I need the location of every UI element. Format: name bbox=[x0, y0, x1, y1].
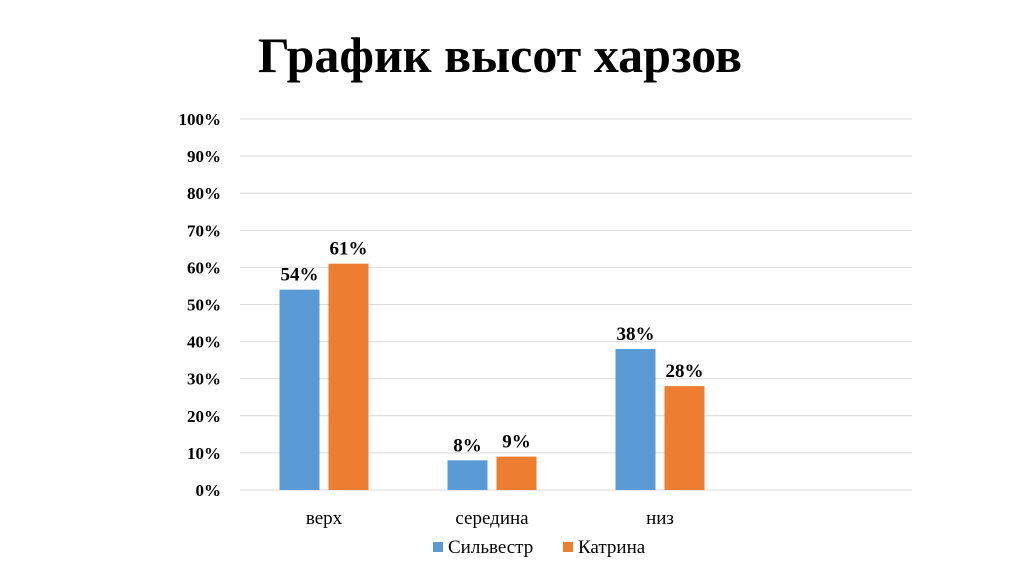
data-label: 54% bbox=[281, 265, 319, 286]
legend-swatch bbox=[433, 542, 443, 552]
y-tick-label: 20% bbox=[187, 407, 221, 426]
bars bbox=[279, 263, 705, 490]
y-tick-label: 40% bbox=[187, 333, 221, 352]
legend: Сильвестр Катрина bbox=[433, 537, 646, 558]
legend-label: Катрина bbox=[578, 537, 646, 558]
y-tick-label: 30% bbox=[187, 370, 221, 389]
bar bbox=[496, 456, 537, 490]
bar bbox=[615, 349, 656, 490]
data-label: 28% bbox=[666, 361, 704, 382]
y-tick-label: 90% bbox=[187, 147, 221, 166]
y-tick-label: 80% bbox=[187, 184, 221, 203]
bar bbox=[447, 460, 488, 490]
x-category-label: верх bbox=[306, 508, 343, 529]
legend-label: Сильвестр bbox=[448, 537, 533, 558]
bar bbox=[664, 386, 705, 490]
x-category-label: середина bbox=[455, 508, 529, 529]
data-label: 9% bbox=[502, 432, 531, 453]
data-label: 38% bbox=[617, 324, 655, 345]
y-tick-label: 10% bbox=[187, 444, 221, 463]
y-axis-ticks: 0% 10% 20% 30% 40% 50% 60% 70% 80% 90% 100% bbox=[179, 110, 222, 500]
legend-swatch bbox=[563, 542, 573, 552]
y-tick-label: 70% bbox=[187, 221, 221, 240]
bar bbox=[328, 263, 369, 490]
y-tick-label: 60% bbox=[187, 258, 221, 277]
y-tick-label: 50% bbox=[187, 296, 221, 315]
data-label: 61% bbox=[330, 239, 368, 260]
y-tick-label: 100% bbox=[179, 110, 222, 129]
bar bbox=[279, 289, 320, 490]
y-tick-label: 0% bbox=[196, 481, 222, 500]
x-axis-categories: верх середина низ bbox=[306, 508, 674, 529]
chart-title: График высот харзов bbox=[258, 27, 742, 83]
x-category-label: низ bbox=[646, 508, 674, 529]
data-label: 8% bbox=[453, 435, 482, 456]
data-labels: 54% 61% 8% 9% 38% 28% bbox=[281, 239, 704, 457]
